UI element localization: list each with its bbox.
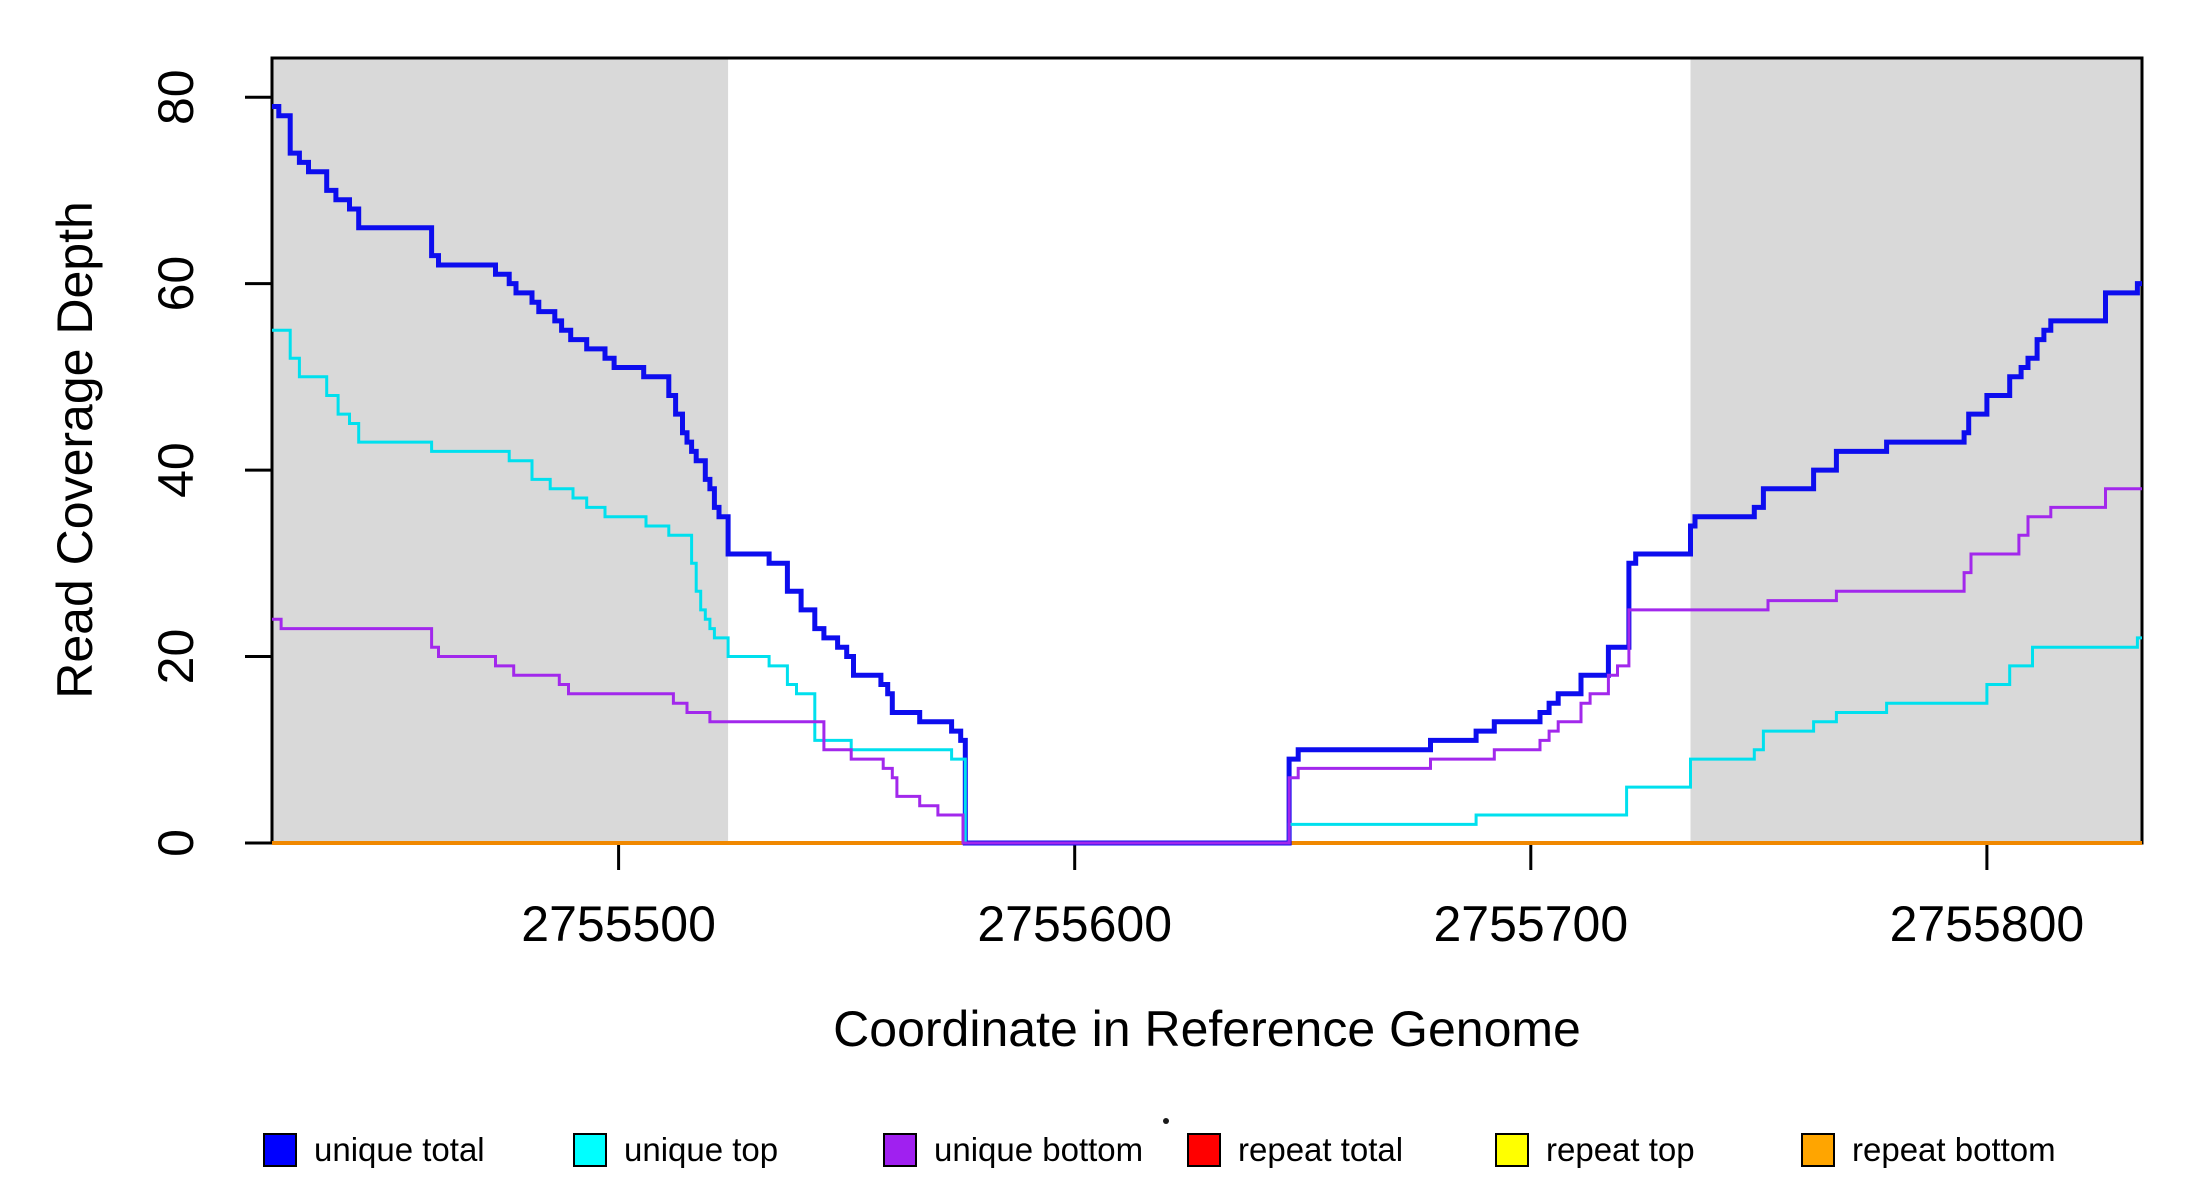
axis-ticks xyxy=(245,95,1989,870)
legend-item-unique-top: unique top xyxy=(573,1131,778,1168)
x-axis-title: Coordinate in Reference Genome xyxy=(833,1001,1581,1057)
legend-swatch-unique-total xyxy=(263,1133,297,1167)
legend-swatch-unique-bottom xyxy=(883,1133,917,1167)
series-lines xyxy=(272,104,2142,846)
y-tick-label: 40 xyxy=(148,442,204,498)
x-tick-label: 2755600 xyxy=(977,896,1172,952)
legend-label: unique bottom xyxy=(934,1131,1143,1168)
x-tick-label: 2755800 xyxy=(1890,896,2085,952)
x-tick-label: 2755500 xyxy=(521,896,716,952)
legend-swatch-repeat-total xyxy=(1187,1133,1221,1167)
legend-item-repeat-top: repeat top xyxy=(1495,1131,1695,1168)
legend-label: repeat top xyxy=(1546,1131,1695,1168)
y-tick-label: 0 xyxy=(148,829,204,857)
legend-item-unique-total: unique total xyxy=(263,1131,485,1168)
legend-item-repeat-bottom: repeat bottom xyxy=(1801,1131,2056,1168)
artifact-dot xyxy=(1163,1118,1169,1124)
legend-label: unique total xyxy=(314,1131,485,1168)
tick-labels: 2755500 2755600 2755700 2755800 0 20 40 60 80 xyxy=(148,69,2084,952)
series-unique-bottom xyxy=(272,487,2142,845)
legend-swatch-repeat-top xyxy=(1495,1133,1529,1167)
shaded-regions xyxy=(272,58,2142,843)
x-tick-label: 2755700 xyxy=(1433,896,1628,952)
legend-item-unique-bottom: unique bottom xyxy=(883,1131,1143,1168)
y-tick-label: 60 xyxy=(148,256,204,312)
series-unique-total xyxy=(272,104,2142,846)
y-tick-label: 20 xyxy=(148,629,204,685)
series-unique-top xyxy=(272,328,2142,845)
legend-swatch-repeat-bottom xyxy=(1801,1133,1835,1167)
legend-swatch-unique-top xyxy=(573,1133,607,1167)
shaded-band xyxy=(1690,58,2142,843)
legend-label: repeat bottom xyxy=(1852,1131,2056,1168)
y-tick-label: 80 xyxy=(148,69,204,125)
legend-label: repeat total xyxy=(1238,1131,1403,1168)
y-axis-title: Read Coverage Depth xyxy=(47,201,103,699)
legend: unique total unique top unique bottom repea… xyxy=(263,1131,2056,1168)
legend-label: unique top xyxy=(624,1131,778,1168)
legend-item-repeat-total: repeat total xyxy=(1187,1131,1403,1168)
